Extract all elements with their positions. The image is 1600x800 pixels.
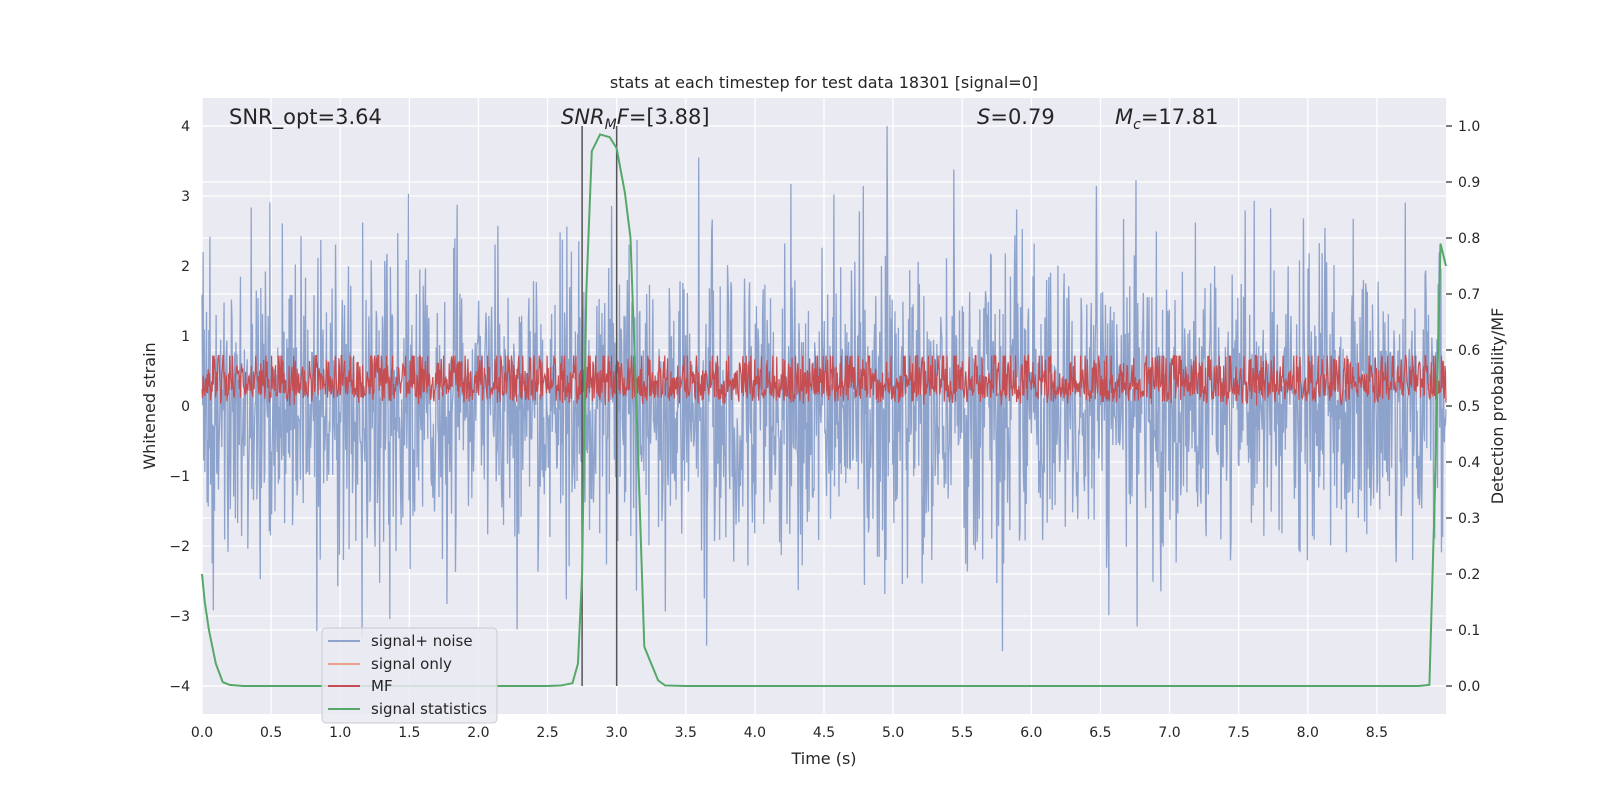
y-left-tick-labels: 4 3 2 1 0 −1 −2 −3 −4 bbox=[169, 119, 190, 695]
y-axis-label-right: Detection probability/MF bbox=[1488, 308, 1507, 505]
annotation-s: S=0.79 bbox=[977, 105, 1055, 129]
x-tick-label: 4.0 bbox=[744, 725, 766, 741]
y-right-tick-label: 0.3 bbox=[1458, 511, 1480, 527]
x-tick-label: 6.5 bbox=[1089, 725, 1111, 741]
x-tick-label: 6.0 bbox=[1020, 725, 1042, 741]
x-tick-label: 8.5 bbox=[1366, 725, 1388, 741]
x-tick-label: 3.0 bbox=[606, 725, 628, 741]
x-tick-label: 7.5 bbox=[1228, 725, 1250, 741]
x-tick-label: 0.5 bbox=[260, 725, 282, 741]
y-right-tick-label: 0.7 bbox=[1458, 287, 1480, 303]
y-right-tick-label: 0.8 bbox=[1458, 231, 1480, 247]
y-right-tick-label: 0.0 bbox=[1458, 679, 1480, 695]
legend-label-mf: MF bbox=[371, 677, 393, 695]
signal-noise-series bbox=[201, 126, 1447, 652]
x-tick-label: 7.0 bbox=[1158, 725, 1180, 741]
y-left-tick-label: −1 bbox=[169, 469, 190, 485]
y-left-tick-label: −3 bbox=[169, 609, 190, 625]
legend-label-signal-only: signal only bbox=[371, 655, 452, 673]
y-right-tick-label: 1.0 bbox=[1458, 119, 1480, 135]
x-tick-label: 5.0 bbox=[882, 725, 904, 741]
x-tick-label: 4.5 bbox=[813, 725, 835, 741]
annotation-snr-mf: SNRMF=[3.88] bbox=[561, 105, 710, 133]
y-left-tick-label: 4 bbox=[181, 119, 190, 135]
y-left-tick-label: 1 bbox=[181, 329, 190, 345]
x-tick-labels: 0.0 0.5 1.0 1.5 2.0 2.5 3.0 3.5 4.0 4.5 5.0 5.5 6.0 6… bbox=[191, 725, 1388, 741]
annotation-mc: Mc=17.81 bbox=[1115, 105, 1219, 133]
y-right-tick-label: 0.6 bbox=[1458, 343, 1480, 359]
x-tick-label: 3.5 bbox=[675, 725, 697, 741]
x-axis-label: Time (s) bbox=[790, 749, 856, 768]
y-left-tick-label: −4 bbox=[169, 679, 190, 695]
chart-title: stats at each timestep for test data 183… bbox=[610, 73, 1038, 92]
signal-statistics-line bbox=[201, 133, 1447, 687]
y-right-tick-labels: 1.0 0.9 0.8 0.7 0.6 0.5 0.4 0.3 0.2 0.1 0.0 bbox=[1446, 119, 1480, 695]
y-right-tick-label: 0.1 bbox=[1458, 623, 1480, 639]
y-axis-label-left: Whitened strain bbox=[140, 342, 159, 469]
x-tick-label: 2.5 bbox=[536, 725, 558, 741]
signal-statistics-series bbox=[201, 133, 1447, 687]
mf-series bbox=[201, 353, 1447, 406]
x-tick-label: 8.0 bbox=[1297, 725, 1319, 741]
y-right-tick-label: 0.9 bbox=[1458, 175, 1480, 191]
legend-label-signal-noise: signal+ noise bbox=[371, 632, 473, 650]
signal-noise-line bbox=[201, 126, 1447, 652]
y-right-tick-label: 0.5 bbox=[1458, 399, 1480, 415]
x-tick-label: 2.0 bbox=[467, 725, 489, 741]
x-tick-label: 1.0 bbox=[329, 725, 351, 741]
legend-label-signal-statistics: signal statistics bbox=[371, 700, 487, 718]
annotation-snr-opt: SNR_opt=3.64 bbox=[229, 105, 382, 130]
y-right-tick-label: 0.4 bbox=[1458, 455, 1480, 471]
legend: signal+ noise signal only MF signal stat… bbox=[321, 627, 498, 724]
y-left-tick-label: −2 bbox=[169, 539, 190, 555]
legend-box bbox=[321, 627, 498, 724]
y-left-tick-label: 3 bbox=[181, 189, 190, 205]
x-tick-label: 1.5 bbox=[398, 725, 420, 741]
mf-line bbox=[201, 353, 1447, 406]
y-left-tick-label: 0 bbox=[181, 399, 190, 415]
y-left-tick-label: 2 bbox=[181, 259, 190, 275]
y-right-tick-label: 0.2 bbox=[1458, 567, 1480, 583]
x-tick-label: 5.5 bbox=[951, 725, 973, 741]
x-tick-label: 0.0 bbox=[191, 725, 213, 741]
